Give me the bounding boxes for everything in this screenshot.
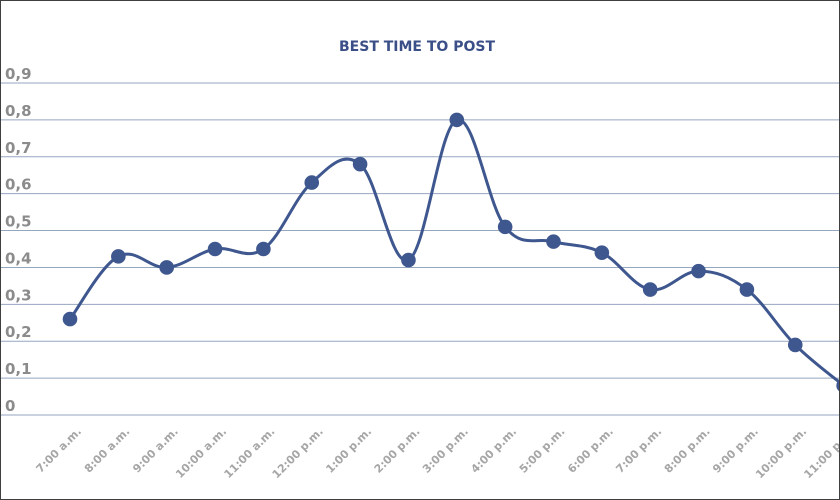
data-point-0	[62, 311, 78, 327]
y-tick-label: 0,6	[5, 176, 32, 194]
y-axis: 0 0,1 0,2 0,3 0,4 0,5 0,6 0,7 0,8 0,9	[5, 65, 32, 415]
x-tick-label: 9:00 p.m.	[710, 425, 761, 476]
data-point-1	[111, 249, 126, 264]
data-point-6	[352, 156, 368, 172]
data-point-16	[836, 379, 839, 392]
x-tick-label: 12:00 p.m.	[270, 425, 326, 481]
x-tick-label: 7:00 p.m.	[613, 425, 664, 476]
data-point-8	[449, 112, 465, 128]
x-tick-label: 6:00 p.m.	[565, 425, 616, 476]
data-points	[62, 112, 839, 392]
y-tick-label: 0,2	[5, 323, 32, 341]
y-tick-label: 0,9	[5, 65, 32, 83]
x-tick-label: 4:00 p.m.	[468, 425, 519, 476]
y-tick-label: 0,4	[5, 249, 32, 267]
data-point-10	[546, 234, 561, 249]
data-point-13	[691, 263, 706, 279]
grid-layer	[1, 82, 839, 416]
data-point-4	[256, 241, 271, 257]
series-line-layer	[68, 118, 839, 384]
data-point-5	[304, 175, 320, 190]
x-tick-label: 8:00 p.m.	[662, 425, 713, 476]
data-point-3	[207, 241, 223, 257]
x-tick-label: 3:00 p.m.	[420, 425, 471, 476]
x-tick-label: 10:00 a.m.	[173, 425, 229, 481]
y-tick-label: 0,5	[5, 213, 32, 231]
x-tick-label: 2:00 p.m.	[372, 425, 423, 476]
data-point-12	[642, 282, 658, 297]
x-tick-label: 9:00 a.m.	[130, 425, 181, 476]
x-tick-label: 7:00 a.m.	[34, 425, 85, 476]
data-point-11	[594, 245, 610, 260]
y-tick-label: 0,8	[5, 102, 32, 120]
y-tick-label: 0	[5, 397, 15, 415]
data-point-2	[159, 260, 174, 275]
data-point-15	[787, 337, 803, 353]
series-line	[68, 118, 839, 384]
data-point-14	[739, 282, 755, 297]
y-tick-label: 0,3	[5, 286, 32, 304]
data-point-7	[401, 252, 416, 268]
data-point-9	[497, 219, 513, 235]
chart-title: BEST TIME TO POST	[339, 39, 495, 55]
y-tick-label: 0,1	[5, 360, 32, 378]
y-tick-label: 0,7	[5, 139, 32, 157]
x-tick-label: 8:00 a.m.	[82, 425, 133, 476]
x-tick-label: 5:00 p.m.	[517, 425, 568, 476]
x-axis: 7:00 a.m.8:00 a.m.9:00 a.m.10:00 a.m.11:…	[34, 425, 839, 481]
x-tick-label: 1:00 p.m.	[323, 425, 374, 476]
